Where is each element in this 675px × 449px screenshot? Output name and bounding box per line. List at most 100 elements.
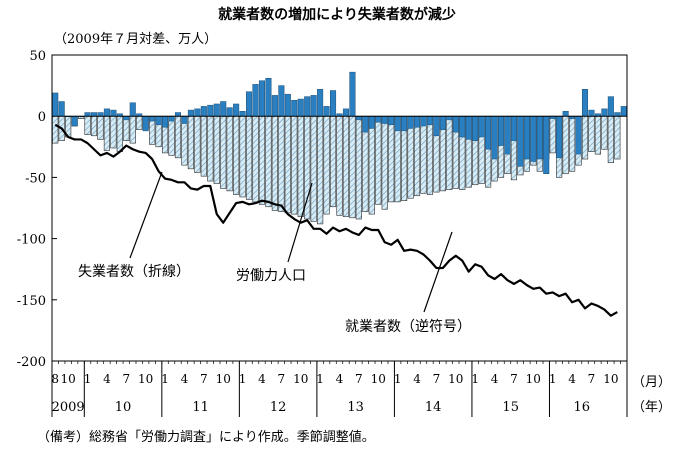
labor-force-bar — [207, 104, 214, 117]
chart-title: 就業者数の増加により失業者数が減少 — [218, 6, 456, 23]
labor-force-bar — [168, 115, 175, 122]
employed-bar — [588, 115, 595, 152]
employed-bar — [200, 115, 207, 177]
labor-force-bar — [504, 115, 511, 155]
labor-force-bar — [213, 103, 220, 117]
labor-force-bar — [349, 71, 356, 117]
labor-force-bar — [71, 115, 78, 127]
labor-force-bar — [388, 115, 395, 126]
x-month-label: 4 — [258, 372, 266, 386]
x-year-label: 15 — [502, 400, 519, 415]
employed-bar — [317, 115, 324, 225]
x-month-label: 7 — [355, 372, 363, 386]
x-month-label: 1 — [549, 372, 557, 386]
employed-bar — [52, 115, 59, 144]
labor-force-bar — [420, 115, 427, 127]
labor-force-bar — [401, 115, 408, 132]
labor-force-leader — [287, 182, 313, 263]
employed-bar — [207, 115, 214, 182]
labor-force-bar — [246, 91, 253, 117]
employed-bar — [110, 115, 117, 149]
labor-force-bar — [588, 109, 595, 117]
labor-force-bar — [485, 115, 492, 150]
labor-force-bar — [607, 96, 614, 117]
labor-force-bar — [459, 115, 466, 138]
labor-force-bar — [439, 115, 446, 130]
x-month-label: 4 — [491, 372, 499, 386]
x-month-label: 10 — [448, 372, 463, 386]
labor-force-bar — [407, 115, 414, 129]
employed-bar — [194, 115, 201, 173]
x-axis: 8 10 1 4 7 10 1 4 7 10 1 4 7 10 1 4 7 10 1 4 7 10 1 4 7 10 1 4 7 1020… — [51, 361, 628, 417]
x-unit-month: （月） — [632, 375, 671, 390]
labor-force-bar — [330, 90, 337, 117]
labor-force-bar — [491, 115, 498, 160]
employed-bar — [97, 115, 104, 140]
labor-force-bar — [394, 115, 401, 132]
employed-bar — [174, 115, 182, 159]
y-tick-label: 50 — [29, 49, 46, 64]
labor-force-bar — [155, 115, 162, 126]
labor-force-bar — [239, 111, 246, 117]
labor-force-bar — [129, 102, 136, 117]
labor-force-bar — [174, 112, 182, 117]
employed-bar — [336, 115, 343, 216]
labor-force-bar — [304, 96, 311, 117]
labor-force-bar — [317, 89, 324, 117]
labor-force-bar — [297, 98, 304, 117]
labor-force-bar — [220, 101, 227, 117]
labor-force-bar — [142, 115, 149, 132]
labor-force-bar — [200, 106, 207, 117]
x-year-label: 2009 — [52, 400, 85, 415]
x-month-label: 4 — [103, 372, 111, 386]
x-month-label: 1 — [394, 372, 402, 386]
employed-bar — [562, 115, 569, 175]
labor-force-bar — [284, 93, 291, 117]
labor-force-bar — [543, 115, 550, 174]
employed-leader — [423, 231, 453, 313]
x-year-label: 13 — [347, 400, 364, 415]
labor-force-bar — [194, 108, 201, 117]
employed-bar — [342, 115, 350, 217]
labor-force-bars — [52, 71, 627, 174]
employed-bar — [594, 115, 602, 155]
employed-bar — [614, 115, 621, 160]
employed-bar — [388, 115, 395, 203]
x-month-label: 10 — [603, 372, 618, 386]
employed-bar — [220, 115, 227, 189]
labor-force-bar — [523, 115, 530, 160]
labor-force-bar — [562, 111, 569, 117]
labor-force-bar — [433, 115, 440, 137]
employed-bar — [381, 115, 388, 210]
unemployed-leader — [129, 171, 163, 259]
employed-bar — [278, 115, 285, 212]
x-month-label: 7 — [278, 372, 286, 386]
x-month-label: 7 — [588, 372, 596, 386]
labor-force-bar — [581, 89, 589, 117]
labor-force-bar — [375, 115, 382, 123]
labor-force-bar — [310, 95, 317, 117]
x-unit-year: （年） — [632, 400, 671, 415]
employed-bar — [252, 115, 259, 203]
employed-bar — [233, 115, 240, 195]
employed-bar — [291, 115, 298, 215]
labor-force-bar — [162, 115, 169, 128]
labor-force-bar — [381, 115, 388, 124]
x-month-label: 4 — [336, 372, 344, 386]
employed-bar — [226, 115, 233, 192]
labor-force-bar — [291, 100, 298, 117]
employed-bar — [375, 115, 382, 205]
employed-bar — [329, 115, 337, 208]
labor-force-bar — [452, 115, 459, 133]
labor-force-bar — [278, 85, 285, 117]
labor-force-bar — [620, 106, 627, 117]
y-tick-label: 0 — [38, 110, 46, 125]
employed-bar — [368, 115, 375, 215]
x-month-label: 4 — [413, 372, 421, 386]
labor-force-bar — [478, 115, 485, 138]
labor-force-bar — [252, 84, 259, 117]
employed-bar — [239, 115, 246, 198]
x-month-label: 10 — [526, 372, 541, 386]
labor-force-bar — [103, 108, 110, 117]
employed-bar — [549, 115, 556, 154]
